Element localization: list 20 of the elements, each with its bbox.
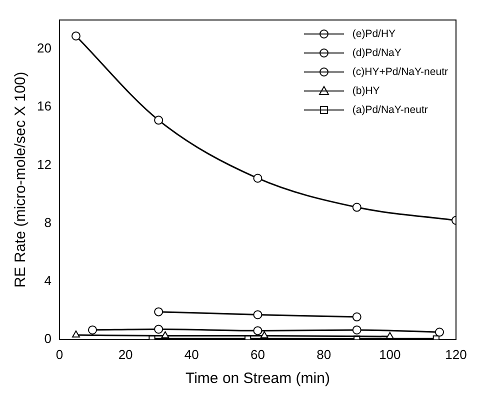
x-tick-label: 40 bbox=[184, 346, 199, 362]
x-tick-label: 100 bbox=[379, 346, 401, 362]
y-tick-label: 16 bbox=[36, 98, 52, 114]
y-axis-title: RE Rate (micro-mole/sec X 100) bbox=[12, 72, 30, 288]
legend-label: (b)HY bbox=[352, 85, 380, 97]
legend-label: (a)Pd/NaY-neutr bbox=[352, 104, 428, 116]
x-tick-label: 20 bbox=[118, 346, 133, 362]
x-tick-label: 60 bbox=[250, 346, 265, 362]
legend-label: (e)Pd/HY bbox=[352, 28, 396, 40]
legend-label: (c)HY+Pd/NaY-neutr bbox=[352, 66, 448, 78]
y-tick-label: 20 bbox=[36, 40, 52, 56]
y-tick-label: 4 bbox=[44, 272, 52, 288]
y-tick-label: 8 bbox=[44, 214, 52, 230]
legend-label: (d)Pd/NaY bbox=[352, 47, 402, 59]
x-tick-label: 0 bbox=[56, 346, 64, 362]
x-axis-title: Time on Stream (min) bbox=[185, 370, 330, 388]
x-tick-label: 120 bbox=[445, 346, 467, 362]
y-tick-label: 12 bbox=[36, 156, 52, 172]
x-tick-label: 80 bbox=[316, 346, 332, 362]
y-tick-label: 0 bbox=[44, 330, 52, 346]
